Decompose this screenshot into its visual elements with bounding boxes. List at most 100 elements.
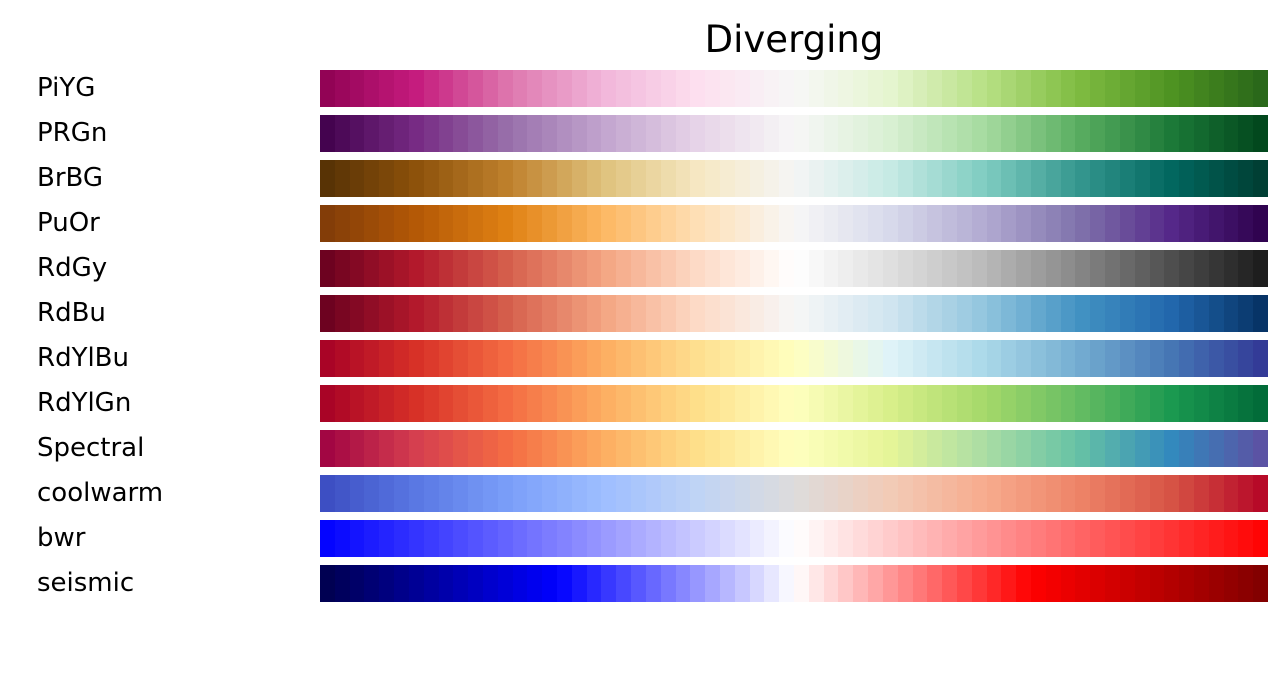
colormap-swatch [601, 430, 617, 467]
colormap-swatch [749, 295, 765, 332]
colormap-swatch [1179, 565, 1194, 602]
colormap-swatch [927, 160, 943, 197]
colormap-swatch [1001, 160, 1017, 197]
colormap-swatch [897, 205, 913, 242]
colormap-swatch [1164, 205, 1180, 242]
colormap-swatch [586, 70, 602, 107]
colormap-swatch [808, 70, 824, 107]
colormap-swatch [1134, 385, 1150, 422]
colormap-swatch [927, 70, 943, 107]
colormap-swatch [1090, 205, 1106, 242]
colormap-swatch [512, 250, 528, 287]
colormap-swatch [438, 520, 454, 557]
colormap-swatch [764, 70, 780, 107]
colormap-swatch [542, 565, 557, 602]
colormap-swatch [1001, 565, 1017, 602]
colormap-swatch [719, 205, 735, 242]
colormap-swatch [453, 205, 469, 242]
colormap-swatch [912, 565, 928, 602]
colormap-bar [320, 340, 1268, 377]
colormap-swatch [1208, 430, 1224, 467]
colormap-swatch [527, 565, 543, 602]
colormap-swatch [675, 205, 691, 242]
colormap-swatch [1016, 340, 1031, 377]
colormap-swatch [882, 430, 898, 467]
colormap-swatch [1149, 115, 1165, 152]
colormap-swatch [808, 520, 824, 557]
colormap-swatch [1045, 430, 1061, 467]
colormap-swatch [823, 520, 839, 557]
colormap-swatch [749, 70, 765, 107]
colormap-swatch [705, 385, 720, 422]
colormap-swatch [1253, 430, 1268, 467]
colormap-swatch [927, 340, 943, 377]
colormap-swatch [690, 70, 706, 107]
colormap-swatch [1223, 340, 1239, 377]
colormap-swatch [823, 385, 839, 422]
colormap-swatch [853, 115, 869, 152]
colormap-swatch [749, 430, 765, 467]
colormap-row: RdYlGn [0, 385, 1280, 430]
colormap-swatch [794, 205, 809, 242]
colormap-swatch [1045, 520, 1061, 557]
colormap-swatch [1149, 340, 1165, 377]
colormap-swatch [1223, 565, 1239, 602]
colormap-swatch [1031, 295, 1046, 332]
colormap-swatch [868, 115, 883, 152]
colormap-swatch [482, 430, 498, 467]
colormap-swatch [808, 385, 824, 422]
colormap-swatch [349, 340, 365, 377]
colormap-swatch [334, 340, 350, 377]
colormap-swatch [1105, 385, 1120, 422]
colormap-swatch [334, 295, 350, 332]
colormap-label: PiYG [37, 73, 96, 103]
colormap-swatch [734, 340, 750, 377]
colormap-swatch [660, 205, 676, 242]
colormap-swatch [542, 475, 557, 512]
colormap-swatch [764, 115, 780, 152]
colormap-swatch [1031, 385, 1046, 422]
colormap-swatch [616, 70, 632, 107]
colormap-swatch [734, 475, 750, 512]
colormap-swatch [1193, 295, 1209, 332]
colormap-swatch [616, 160, 632, 197]
colormap-swatch [1119, 430, 1135, 467]
colormap-swatch [1016, 430, 1031, 467]
colormap-swatch [868, 250, 883, 287]
colormap-swatch [1119, 205, 1135, 242]
colormap-swatch [527, 295, 543, 332]
colormap-swatch [364, 205, 380, 242]
colormap-swatch [557, 385, 572, 422]
colormap-bar [320, 115, 1268, 152]
colormap-swatch [438, 160, 454, 197]
colormap-swatch [1105, 250, 1120, 287]
colormap-swatch [453, 565, 469, 602]
colormap-swatch [779, 205, 794, 242]
colormap-swatch [1179, 475, 1194, 512]
colormap-swatch [764, 250, 780, 287]
colormap-swatch [1208, 565, 1224, 602]
colormap-row: bwr [0, 520, 1280, 565]
colormap-swatch [527, 475, 543, 512]
colormap-swatch [719, 430, 735, 467]
colormap-swatch [527, 205, 543, 242]
colormap-swatch [408, 385, 424, 422]
colormap-swatch [408, 475, 424, 512]
colormap-swatch [349, 205, 365, 242]
colormap-swatch [1031, 250, 1046, 287]
colormap-swatch [734, 205, 750, 242]
colormap-swatch [853, 340, 869, 377]
colormap-swatch [586, 340, 602, 377]
colormap-swatch [1060, 115, 1076, 152]
colormap-swatch [320, 340, 335, 377]
colormap-swatch [1193, 340, 1209, 377]
colormap-swatch [1105, 205, 1120, 242]
colormap-swatch [1208, 520, 1224, 557]
colormap-swatch [394, 340, 409, 377]
colormap-swatch [882, 565, 898, 602]
colormap-swatch [912, 160, 928, 197]
colormap-row: PuOr [0, 205, 1280, 250]
colormap-swatch [838, 115, 854, 152]
colormap-swatch [705, 520, 720, 557]
colormap-swatch [868, 475, 883, 512]
